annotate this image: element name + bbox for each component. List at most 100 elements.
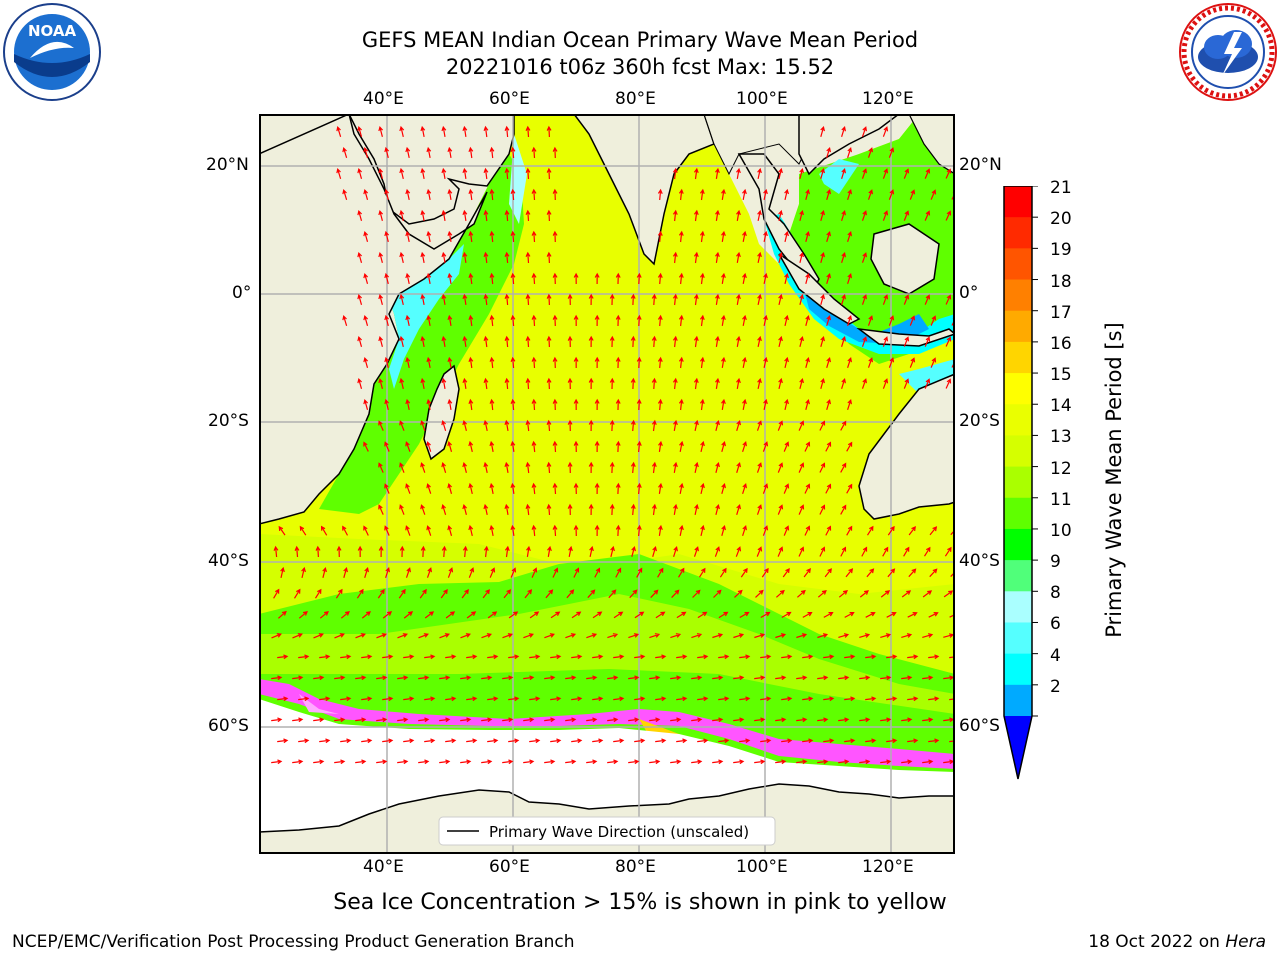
wave-arrow: [819, 462, 826, 473]
wave-arrow: [566, 589, 575, 599]
wave-arrow: [403, 696, 415, 702]
wave-arrow: [844, 696, 856, 702]
wave-arrow: [778, 167, 783, 180]
wave-arrow: [546, 293, 552, 306]
wave-arrow: [445, 611, 456, 619]
map-plot: Primary Wave Direction (unscaled): [259, 114, 955, 854]
wave-arrow: [859, 759, 871, 765]
wave-arrow: [405, 398, 411, 411]
wave-arrow: [817, 675, 829, 681]
wave-arrow: [364, 567, 369, 578]
wave-arrow: [693, 335, 699, 348]
colorbar-tick-label: 14: [1050, 396, 1072, 417]
wave-arrow: [502, 675, 514, 681]
wave-arrow: [546, 125, 552, 138]
wave-arrow: [757, 335, 762, 348]
wave-arrow: [357, 336, 363, 347]
bottom-tick-80e: 80°E: [615, 857, 656, 877]
wave-arrow: [882, 336, 889, 347]
colorbar-segment: [1004, 466, 1032, 499]
wave-arrow: [384, 483, 390, 494]
wave-arrow: [945, 168, 952, 179]
caption: Sea Ice Concentration > 15% is shown in …: [333, 890, 947, 915]
wave-arrow: [271, 675, 283, 681]
wave-arrow: [715, 335, 720, 347]
colorbar-segment: [1004, 528, 1032, 561]
wave-arrow: [510, 524, 516, 536]
wave-arrow: [592, 611, 603, 619]
wave-arrow: [763, 356, 768, 369]
wave-arrow: [847, 356, 852, 368]
wave-arrow: [531, 567, 538, 578]
wave-arrow: [426, 398, 432, 411]
wave-arrow: [733, 675, 745, 681]
wave-arrow: [672, 167, 678, 180]
wave-arrow: [697, 654, 709, 660]
wave-arrow: [510, 188, 516, 201]
wave-arrow: [322, 566, 327, 578]
wave-arrow: [298, 738, 310, 744]
wave-arrow: [447, 567, 454, 578]
right-tick-0: 0°: [959, 283, 979, 303]
wave-arrow: [615, 356, 621, 369]
wave-arrow: [672, 293, 678, 306]
wave-arrow: [510, 272, 516, 285]
left-tick-40s: 40°S: [208, 551, 249, 571]
wave-arrow: [466, 611, 477, 619]
wave-arrow: [846, 483, 853, 494]
wave-arrow: [634, 654, 646, 660]
wave-arrow: [609, 461, 615, 474]
wave-arrow: [592, 738, 604, 744]
colorbar-segment: [1004, 217, 1032, 249]
wave-arrow: [361, 654, 373, 660]
colorbar-tick-label: 17: [1050, 302, 1072, 323]
wave-arrow: [715, 377, 720, 389]
wave-arrow: [615, 314, 621, 327]
wave-arrow: [886, 696, 898, 702]
wave-arrow: [503, 589, 512, 599]
wave-arrow: [447, 314, 453, 327]
wave-arrow: [355, 675, 367, 681]
wave-arrow: [508, 696, 520, 702]
wave-arrow: [462, 167, 468, 179]
wave-arrow: [631, 545, 636, 557]
colorbar-segment: [1004, 373, 1032, 405]
wave-arrow: [736, 293, 741, 306]
wave-arrow: [628, 675, 640, 681]
wave-arrow: [586, 675, 598, 681]
wave-arrow: [384, 356, 390, 369]
wave-arrow: [399, 504, 405, 515]
wave-arrow: [865, 696, 877, 702]
wave-arrow: [510, 230, 516, 243]
wave-arrow: [715, 209, 720, 221]
wave-arrow: [441, 251, 447, 264]
wave-arrow: [567, 419, 573, 432]
wave-arrow: [313, 633, 324, 639]
wave-arrow: [823, 738, 835, 744]
wave-arrow: [445, 738, 457, 744]
wave-arrow: [397, 675, 409, 681]
colorbar-segment: [1004, 186, 1032, 218]
wave-arrow: [736, 377, 741, 390]
wave-arrow: [483, 209, 489, 222]
wave-arrow: [460, 717, 472, 723]
wave-arrow: [314, 588, 322, 599]
colorbar-under-triangle: [1004, 716, 1032, 779]
wave-arrow: [802, 696, 814, 702]
wave-arrow: [658, 524, 663, 536]
wave-arrow: [865, 612, 876, 618]
wave-arrow: [384, 272, 390, 285]
wave-arrow: [721, 272, 726, 284]
wave-arrow: [945, 336, 952, 347]
wave-arrow: [447, 398, 453, 411]
wave-arrow: [571, 611, 582, 619]
wave-arrow: [754, 675, 766, 681]
wave-arrow: [778, 209, 783, 222]
wave-arrow: [907, 654, 919, 660]
wave-arrow: [615, 398, 621, 411]
colorbar-tick-label: 21: [1050, 178, 1072, 198]
wave-arrow: [468, 146, 474, 159]
wave-arrow: [441, 167, 447, 180]
wave-arrow: [742, 188, 747, 201]
wave-arrow: [468, 440, 474, 453]
